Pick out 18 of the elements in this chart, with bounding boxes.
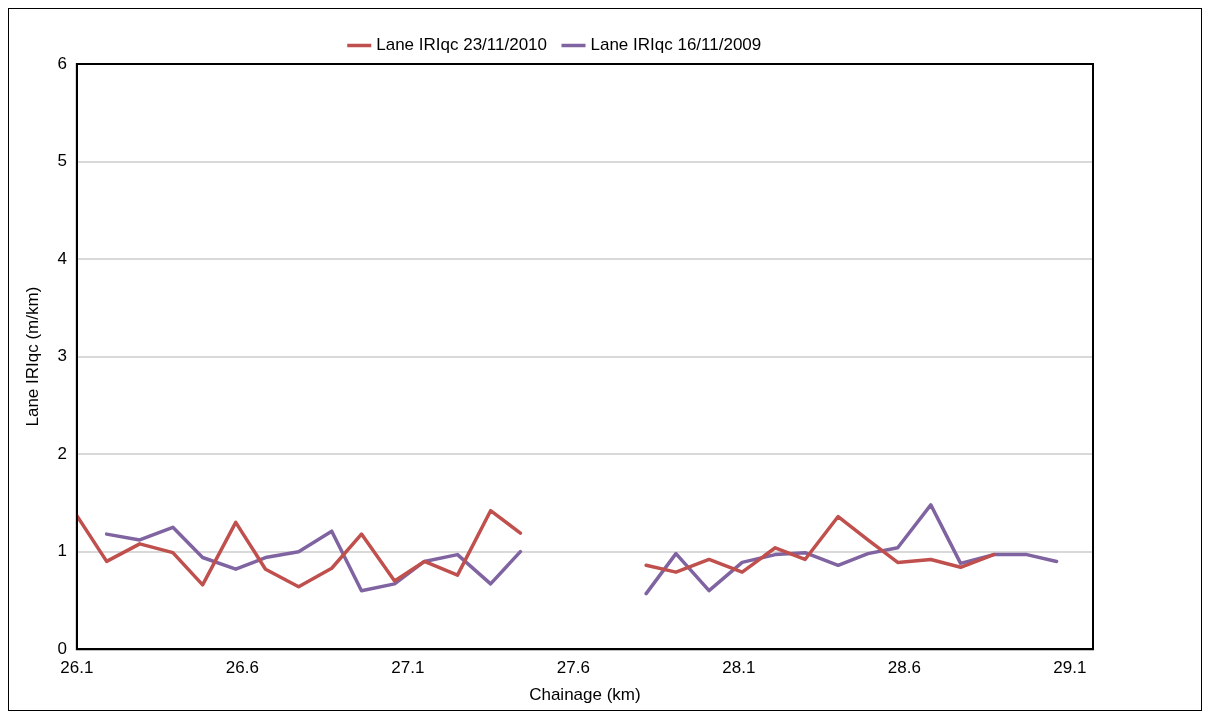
- y-tick-label: 3: [57, 346, 67, 366]
- y-tick-label: 0: [57, 638, 67, 658]
- legend-label: Lane IRIqc 23/11/2010: [376, 35, 547, 55]
- y-tick-label: 6: [57, 53, 67, 73]
- legend-label: Lane IRIqc 16/11/2009: [590, 35, 762, 55]
- x-tick-label: 27.1: [391, 658, 425, 678]
- x-tick-label: 26.6: [225, 658, 259, 678]
- x-tick-label: 28.6: [887, 658, 921, 678]
- y-axis-title: Lane IRIqc (m/km): [22, 286, 42, 427]
- y-tick-label: 5: [57, 151, 67, 171]
- x-tick-label: 28.1: [722, 658, 756, 678]
- x-tick-label: 27.6: [556, 658, 590, 678]
- x-tick-label: 29.1: [1053, 658, 1087, 678]
- x-tick-label: 26.1: [60, 658, 94, 678]
- y-tick-label: 1: [57, 541, 67, 561]
- x-axis-title: Chainage (km): [529, 685, 641, 705]
- y-tick-label: 2: [57, 443, 67, 463]
- y-tick-label: 4: [57, 248, 67, 268]
